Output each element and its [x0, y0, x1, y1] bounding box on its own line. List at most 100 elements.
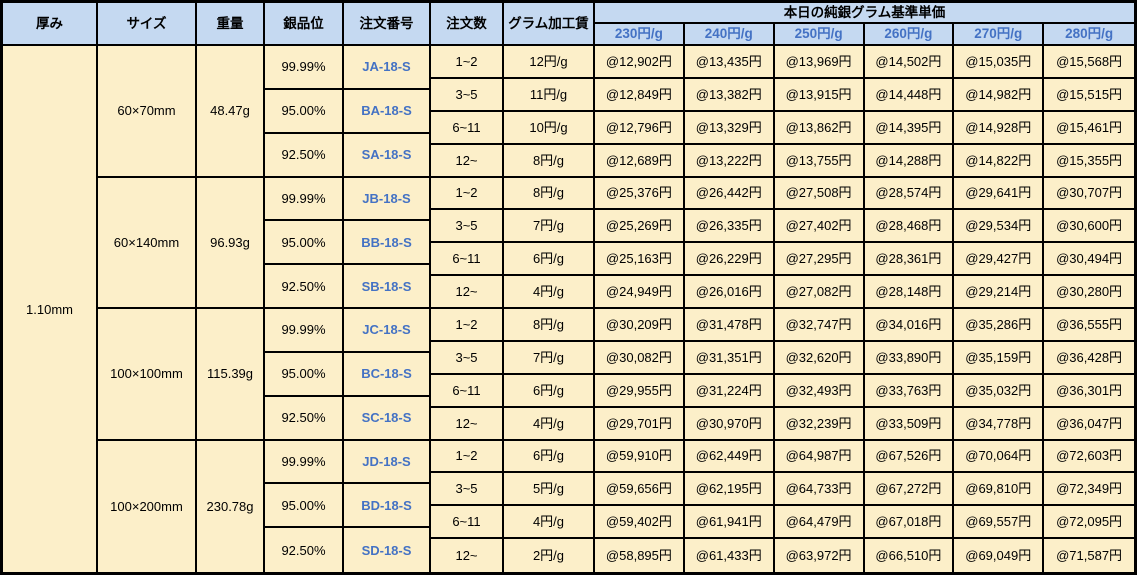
fee-cell: 4円/g — [504, 276, 595, 309]
price-cell: @67,018円 — [864, 506, 955, 540]
price-column-header-4: 260円/g — [864, 24, 955, 46]
price-cell: @25,269円 — [595, 210, 685, 244]
price-cell: @71,587円 — [1044, 539, 1134, 572]
price-cell: @25,163円 — [595, 243, 685, 277]
purity-cell: 92.50% — [265, 133, 344, 178]
price-cell: @31,351円 — [684, 341, 775, 375]
price-cell: @26,016円 — [684, 276, 775, 309]
purity-cell: 92.50% — [265, 528, 344, 572]
price-cell: @69,810円 — [954, 473, 1045, 507]
price-cell: @13,222円 — [684, 144, 775, 178]
price-cell: @63,972円 — [774, 539, 865, 572]
order-number-cell: JD-18-S — [344, 440, 431, 485]
size-cell: 100×100mm — [98, 309, 197, 441]
price-cell: @67,272円 — [864, 473, 955, 507]
quantity-cell: 12~ — [431, 276, 504, 309]
price-cell: @14,395円 — [864, 111, 955, 145]
price-cell: @26,335円 — [684, 210, 775, 244]
price-cell: @31,224円 — [684, 374, 775, 408]
quantity-cell: 6~11 — [431, 374, 504, 408]
fee-cell: 8円/g — [504, 177, 595, 211]
price-cell: @33,763円 — [864, 374, 955, 408]
fee-cell: 5円/g — [504, 473, 595, 507]
size-cell: 60×70mm — [98, 46, 197, 178]
price-cell: @35,286円 — [954, 309, 1045, 342]
price-cell: @30,280円 — [1044, 276, 1134, 309]
price-cell: @13,329円 — [684, 111, 775, 145]
fee-cell: 12円/g — [504, 46, 595, 79]
price-group-header: 本日の純銀グラム基準単価 — [595, 3, 1134, 24]
quantity-cell: 3~5 — [431, 473, 504, 507]
purity-cell: 99.99% — [265, 309, 344, 353]
price-column-header-3: 250円/g — [774, 24, 865, 46]
fee-cell: 6円/g — [504, 243, 595, 277]
price-cell: @15,515円 — [1044, 78, 1134, 112]
price-cell: @15,461円 — [1044, 111, 1134, 145]
price-cell: @15,568円 — [1044, 46, 1134, 79]
order-number-cell: BD-18-S — [344, 484, 431, 529]
price-cell: @62,195円 — [684, 473, 775, 507]
price-cell: @32,620円 — [774, 341, 865, 375]
price-cell: @35,032円 — [954, 374, 1045, 408]
column-header-6: 注文数 — [431, 3, 504, 46]
fee-cell: 2円/g — [504, 539, 595, 572]
price-cell: @13,969円 — [774, 46, 865, 79]
price-cell: @13,755円 — [774, 144, 865, 178]
order-number-cell: JB-18-S — [344, 177, 431, 222]
price-cell: @30,082円 — [595, 341, 685, 375]
purity-cell: 95.00% — [265, 89, 344, 134]
price-cell: @69,557円 — [954, 506, 1045, 540]
purity-cell: 99.99% — [265, 46, 344, 90]
column-header-1: 厚み — [3, 3, 98, 46]
price-cell: @15,355円 — [1044, 144, 1134, 178]
price-cell: @36,301円 — [1044, 374, 1134, 408]
price-cell: @59,402円 — [595, 506, 685, 540]
price-cell: @32,493円 — [774, 374, 865, 408]
price-cell: @70,064円 — [954, 440, 1045, 474]
price-cell: @64,479円 — [774, 506, 865, 540]
order-number-cell: SD-18-S — [344, 528, 431, 572]
price-cell: @13,862円 — [774, 111, 865, 145]
thickness-cell: 1.10mm — [3, 46, 98, 572]
fee-cell: 7円/g — [504, 210, 595, 244]
price-cell: @26,442円 — [684, 177, 775, 211]
purity-cell: 95.00% — [265, 352, 344, 397]
quantity-cell: 12~ — [431, 144, 504, 178]
price-cell: @30,600円 — [1044, 210, 1134, 244]
fee-cell: 4円/g — [504, 407, 595, 441]
quantity-cell: 1~2 — [431, 177, 504, 211]
order-number-cell: BA-18-S — [344, 89, 431, 134]
purity-cell: 95.00% — [265, 484, 344, 529]
price-cell: @59,656円 — [595, 473, 685, 507]
order-number-cell: SA-18-S — [344, 133, 431, 178]
price-cell: @32,239円 — [774, 407, 865, 441]
fee-cell: 10円/g — [504, 111, 595, 145]
fee-cell: 6円/g — [504, 374, 595, 408]
fee-cell: 4円/g — [504, 506, 595, 540]
price-cell: @64,733円 — [774, 473, 865, 507]
price-cell: @67,526円 — [864, 440, 955, 474]
price-cell: @13,435円 — [684, 46, 775, 79]
column-header-5: 注文番号 — [344, 3, 431, 46]
fee-cell: 11円/g — [504, 78, 595, 112]
price-cell: @30,494円 — [1044, 243, 1134, 277]
price-cell: @27,402円 — [774, 210, 865, 244]
price-cell: @14,928円 — [954, 111, 1045, 145]
price-cell: @29,701円 — [595, 407, 685, 441]
column-header-3: 重量 — [197, 3, 265, 46]
size-cell: 100×200mm — [98, 440, 197, 572]
price-cell: @27,295円 — [774, 243, 865, 277]
price-cell: @36,555円 — [1044, 309, 1134, 342]
purity-cell: 99.99% — [265, 440, 344, 485]
price-column-header-5: 270円/g — [954, 24, 1045, 46]
price-cell: @31,478円 — [684, 309, 775, 342]
price-cell: @26,229円 — [684, 243, 775, 277]
price-cell: @69,049円 — [954, 539, 1045, 572]
quantity-cell: 12~ — [431, 539, 504, 572]
quantity-cell: 3~5 — [431, 210, 504, 244]
purity-cell: 92.50% — [265, 396, 344, 441]
quantity-cell: 6~11 — [431, 506, 504, 540]
price-cell: @58,895円 — [595, 539, 685, 572]
price-cell: @29,955円 — [595, 374, 685, 408]
